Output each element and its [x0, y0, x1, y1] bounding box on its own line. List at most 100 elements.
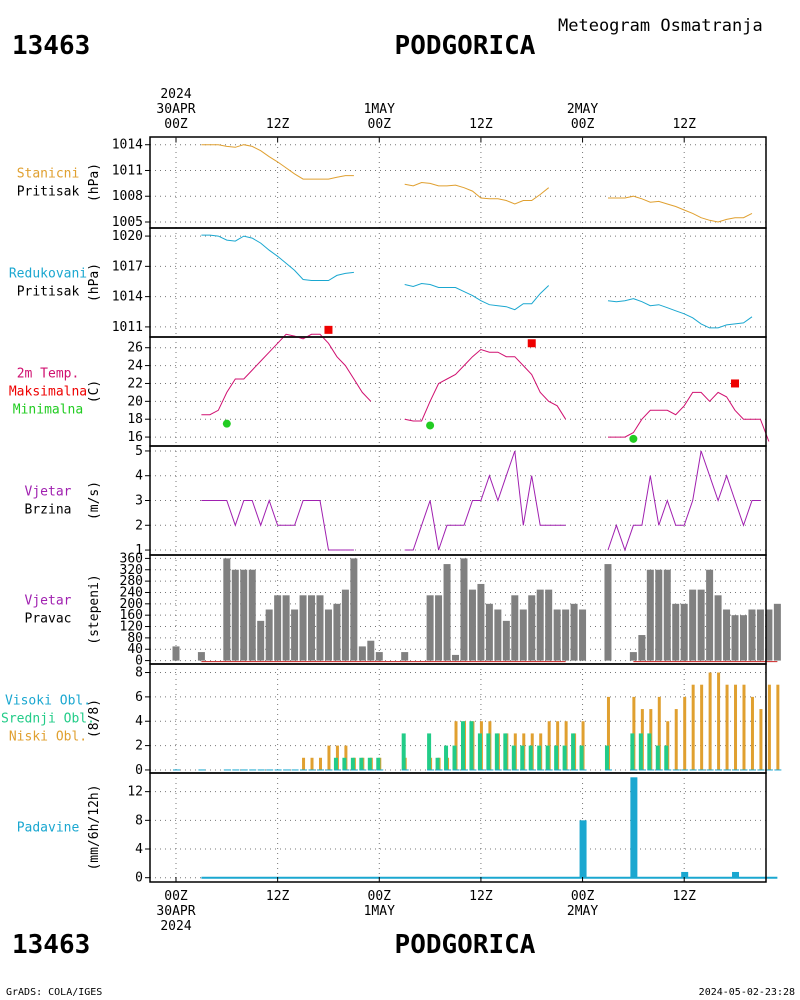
y-axis-label: (stepeni)	[87, 574, 102, 644]
mid-cloud-bar	[638, 733, 643, 770]
time-label: 00Z	[164, 889, 188, 904]
series-line	[201, 498, 354, 551]
y-tick-label: 80	[127, 631, 143, 646]
wind-dir-bar	[553, 609, 561, 661]
mid-cloud-bar	[630, 733, 635, 770]
time-label: 00Z	[571, 117, 595, 132]
time-label: 2MAY	[567, 904, 598, 919]
wind-dir-bar	[350, 558, 358, 661]
wind-dir-bar	[282, 595, 290, 661]
tmin-marker	[222, 419, 231, 428]
low-cloud-bar	[302, 757, 306, 770]
y-tick-label: 4	[135, 842, 143, 857]
y-tick-label: 1005	[112, 215, 143, 230]
mid-cloud-bar	[494, 733, 499, 770]
panel-label: Padavine	[17, 821, 80, 836]
precip-bar	[630, 777, 638, 878]
panel-2: 16 18 20 22 24 26 (C) 2m Temp. Maksimalna Minimal…	[9, 325, 770, 447]
y-tick-label: 40	[127, 642, 143, 657]
mid-cloud-bar	[579, 745, 584, 770]
mid-cloud-bar	[376, 757, 381, 770]
station-name-bottom: PODGORICA	[395, 930, 536, 960]
y-tick-label: 2	[135, 739, 143, 754]
tmax-marker	[731, 379, 740, 388]
tmin-marker	[629, 434, 638, 443]
wind-dir-bar	[358, 646, 366, 661]
wind-dir-bar	[172, 646, 180, 661]
low-cloud-bar	[750, 696, 754, 770]
y-tick-label: 320	[120, 563, 143, 578]
wind-dir-bar	[274, 595, 282, 661]
mid-cloud-bar	[554, 745, 559, 770]
wind-dir-bar	[545, 589, 553, 661]
station-name-top: PODGORICA	[395, 31, 536, 61]
panel-5: 0 2 4 6 8 (8/8)Visoki Obl. Srednji Obl. Niski O…	[1, 663, 782, 778]
mid-cloud-bar	[444, 745, 449, 770]
mid-cloud-bar	[460, 721, 465, 770]
series-line	[201, 234, 354, 281]
panel-3: 1 2 3 4 5 (m/s) Vjetar Brzina	[25, 444, 767, 558]
panel-label: Maksimalna	[9, 385, 87, 400]
panel-1: 1011 1014 1017 1020 (hPa)Redukovani Pritisak	[9, 227, 767, 338]
panel-frame	[149, 227, 767, 338]
y-tick-label: 24	[127, 359, 143, 374]
y-tick-label: 2	[135, 518, 143, 533]
grads-credit: GrADS: COLA/IGES	[6, 987, 102, 998]
mid-cloud-bar	[452, 745, 457, 770]
panel-label: 2m Temp.	[17, 367, 80, 382]
time-label: 2MAY	[567, 102, 598, 117]
precip-bar	[732, 871, 740, 878]
y-tick-label: 20	[127, 394, 143, 409]
y-tick-label: 1020	[112, 229, 143, 244]
y-axis-label: (hPa)	[87, 263, 102, 302]
wind-dir-bar	[528, 595, 536, 661]
wind-dir-bar	[519, 609, 527, 661]
series-line	[608, 195, 753, 223]
time-label: 12Z	[266, 889, 290, 904]
low-cloud-bar	[674, 709, 678, 770]
panel-frame	[149, 136, 767, 229]
wind-dir-bar	[316, 595, 324, 661]
y-tick-label: 16	[127, 430, 143, 445]
panel-frame	[149, 336, 767, 447]
y-tick-label: 3	[135, 494, 143, 509]
station-id-bottom: 13463	[12, 930, 90, 960]
precip-bar	[579, 820, 587, 878]
wind-dir-bar	[299, 595, 307, 661]
time-label: 12Z	[469, 117, 493, 132]
mid-cloud-bar	[571, 733, 576, 770]
wind-dir-bar	[629, 652, 637, 661]
wind-dir-bar	[452, 654, 460, 661]
y-tick-label: 1014	[112, 290, 143, 305]
mid-cloud-bar	[342, 757, 347, 770]
low-cloud-bar	[700, 684, 704, 770]
y-tick-label: 240	[120, 585, 143, 600]
panel-label: Minimalna	[13, 403, 83, 418]
series-line	[608, 391, 770, 442]
y-tick-label: 5	[135, 444, 143, 459]
y-tick-label: 4	[135, 714, 143, 729]
y-tick-label: 0	[135, 654, 143, 669]
time-label: 2024	[160, 87, 191, 102]
series-line	[607, 450, 761, 552]
mid-cloud-bar	[503, 733, 508, 770]
wind-dir-bar	[731, 615, 739, 661]
series-line	[607, 298, 753, 329]
wind-dir-bar	[765, 609, 773, 661]
wind-dir-bar	[714, 595, 722, 661]
wind-dir-bar	[248, 569, 256, 661]
wind-dir-bar	[324, 609, 332, 661]
low-cloud-bar	[717, 672, 721, 770]
time-label: 00Z	[571, 889, 595, 904]
y-tick-label: 1	[135, 543, 143, 558]
mid-cloud-bar	[520, 745, 525, 770]
panel-label: Niski Obl.	[9, 730, 87, 745]
time-label: 12Z	[266, 117, 290, 132]
wind-dir-bar	[401, 652, 409, 661]
wind-dir-bar	[773, 603, 781, 661]
wind-dir-bar	[672, 603, 680, 661]
panel-frame	[149, 772, 767, 883]
y-tick-label: 18	[127, 412, 143, 427]
tmax-marker	[324, 325, 333, 334]
